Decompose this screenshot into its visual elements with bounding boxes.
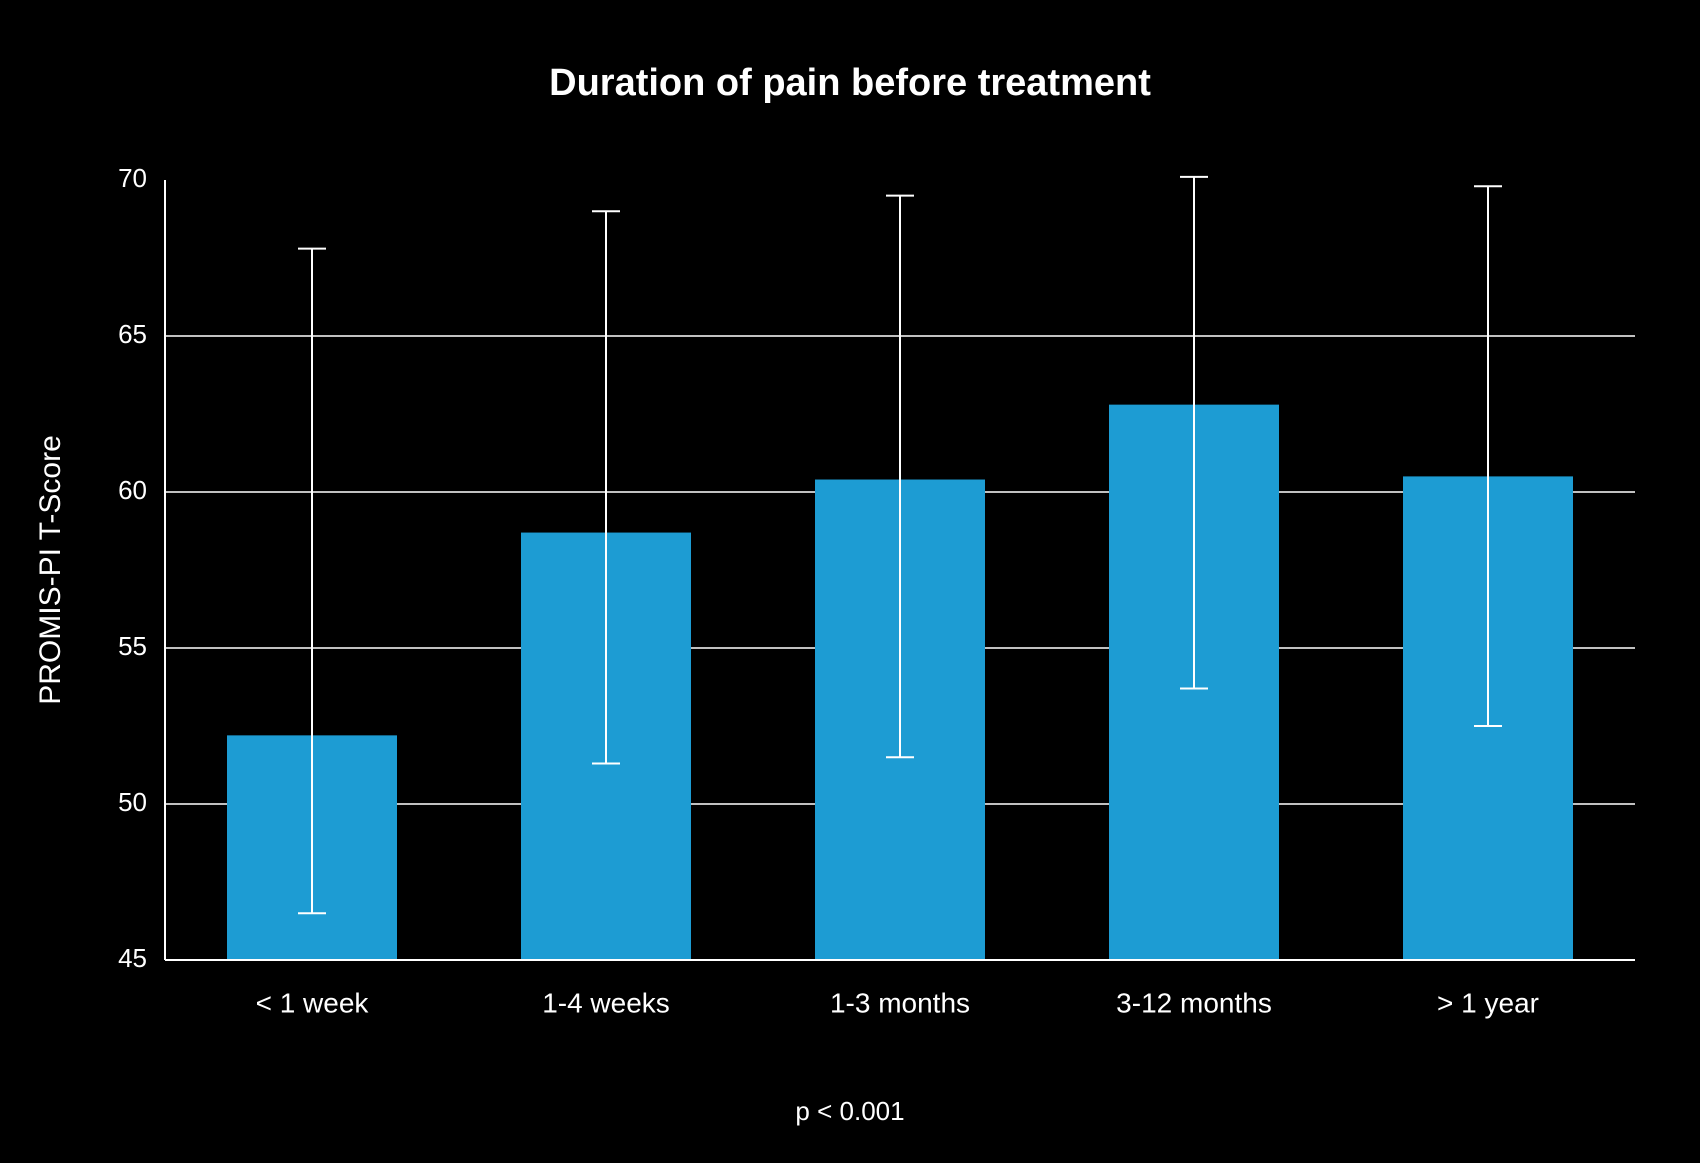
x-tick-label: 3-12 months [1116,987,1272,1018]
y-tick-label: 65 [118,319,147,349]
y-tick-label: 55 [118,631,147,661]
chart-title: Duration of pain before treatment [549,62,1151,104]
footer-note: p < 0.001 [795,1096,904,1126]
y-tick-label: 50 [118,787,147,817]
bar-chart: 45 50 55 60 65 70 < 1 week 1-4 weeks 1-3 months 3… [0,0,1700,1163]
x-tick-label: > 1 year [1437,987,1539,1018]
x-tick-label: < 1 week [256,987,370,1018]
x-tick-label: 1-4 weeks [542,987,670,1018]
y-axis-label: PROMIS-PI T-Score [34,435,67,705]
x-tick-label: 1-3 months [830,987,970,1018]
y-tick-label: 70 [118,163,147,193]
y-tick-label: 45 [118,943,147,973]
y-tick-label: 60 [118,475,147,505]
